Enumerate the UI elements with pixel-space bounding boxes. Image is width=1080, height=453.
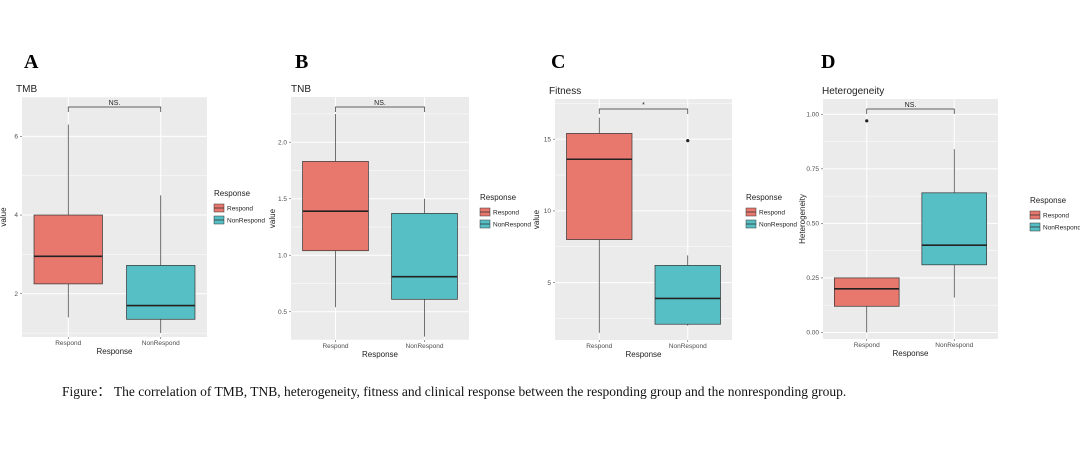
x-tick-label: NonRespond	[669, 343, 707, 350]
y-axis-label: value	[0, 207, 8, 227]
y-tick-label: 0.75	[806, 166, 819, 173]
legend-label-respond: Respond	[1043, 213, 1069, 220]
y-tick-label: 10	[544, 208, 552, 215]
y-tick-label: 0.00	[806, 330, 819, 337]
significance-label: *	[642, 102, 645, 109]
y-tick-label: 1.5	[278, 196, 287, 203]
x-tick-label: Respond	[854, 342, 880, 349]
box-respond	[566, 133, 633, 240]
figure-caption: Figure： The correlation of TMB, TNB, het…	[62, 384, 847, 399]
legend-title: Response	[480, 193, 517, 202]
panel-letter: D	[821, 51, 835, 73]
legend-title: Response	[214, 189, 251, 198]
y-tick-label: 1.00	[806, 111, 819, 118]
panel-letter: A	[24, 51, 39, 73]
legend-label-respond: Respond	[759, 210, 785, 217]
y-tick-label: 4	[14, 212, 18, 219]
legend-label-nonrespond: NonRespond	[759, 222, 797, 229]
y-tick-label: 0.50	[806, 221, 819, 228]
plot-title: Heterogeneity	[822, 86, 884, 97]
significance-bracket	[335, 106, 425, 112]
legend-label-respond: Respond	[493, 210, 519, 217]
x-tick-label: Respond	[322, 343, 348, 350]
legend-label-nonrespond: NonRespond	[227, 218, 265, 225]
panel-letter: B	[295, 51, 308, 73]
panel-letter: C	[551, 51, 565, 73]
plot-title: TMB	[16, 84, 37, 95]
outlier-point	[865, 119, 869, 123]
x-tick-label: NonRespond	[935, 342, 973, 349]
legend-label-respond: Respond	[227, 206, 253, 213]
y-tick-label: 0.5	[278, 309, 287, 316]
y-tick-label: 6	[14, 134, 18, 141]
chart-panel-d: D Heterogeneity 0.00 0.25 0.50 0.75 1.00 Respon…	[798, 51, 1080, 358]
legend-title: Response	[746, 193, 783, 202]
significance-bracket	[67, 106, 162, 112]
y-tick-label: 1.0	[278, 252, 287, 259]
y-tick-label: 2	[14, 291, 18, 298]
significance-bracket	[866, 108, 955, 114]
significance-label: NS.	[374, 100, 386, 107]
x-axis-label: Response	[625, 350, 662, 359]
plot-title: TNB	[291, 84, 311, 95]
y-tick-label: 15	[544, 136, 552, 143]
x-tick-label: Respond	[55, 340, 81, 347]
box-nonrespond	[654, 265, 721, 325]
y-tick-label: 5	[547, 280, 551, 287]
box-nonrespond	[391, 213, 458, 300]
box-respond	[302, 161, 369, 252]
x-tick-label: NonRespond	[142, 340, 180, 347]
x-tick-label: NonRespond	[406, 343, 444, 350]
box-respond	[834, 277, 900, 307]
x-axis-label: Response	[96, 347, 133, 356]
plot-title: Fitness	[549, 86, 581, 97]
x-axis-label: Response	[362, 350, 399, 359]
chart-panel-c: C Fitness 5 10 15 Respond NonRespond * Response v…	[532, 51, 797, 359]
y-tick-label: 0.25	[806, 275, 819, 282]
legend-title: Response	[1030, 196, 1067, 205]
y-tick-label: 2.0	[278, 139, 287, 146]
significance-bracket	[598, 108, 689, 114]
outlier-point	[686, 139, 690, 143]
y-axis-label: value	[532, 209, 541, 229]
y-axis-label: value	[268, 208, 277, 228]
x-tick-label: Respond	[586, 343, 612, 350]
chart-panel-a: A TMB 2 4 6 Respond NonRespond NS. Response value…	[0, 51, 265, 356]
box-respond	[33, 214, 103, 285]
legend-label-nonrespond: NonRespond	[493, 222, 531, 229]
chart-panel-b: B TNB 0.5 1.0 1.5 2.0 Respond NonRespond NS. Resp…	[268, 51, 531, 359]
significance-label: NS.	[905, 102, 917, 109]
y-axis-label: Heterogeneity	[798, 194, 807, 244]
significance-label: NS.	[109, 100, 121, 107]
legend-label-nonrespond: NonRespond	[1043, 225, 1080, 232]
box-nonrespond	[126, 265, 196, 320]
box-nonrespond	[921, 192, 987, 266]
x-axis-label: Response	[892, 349, 929, 358]
